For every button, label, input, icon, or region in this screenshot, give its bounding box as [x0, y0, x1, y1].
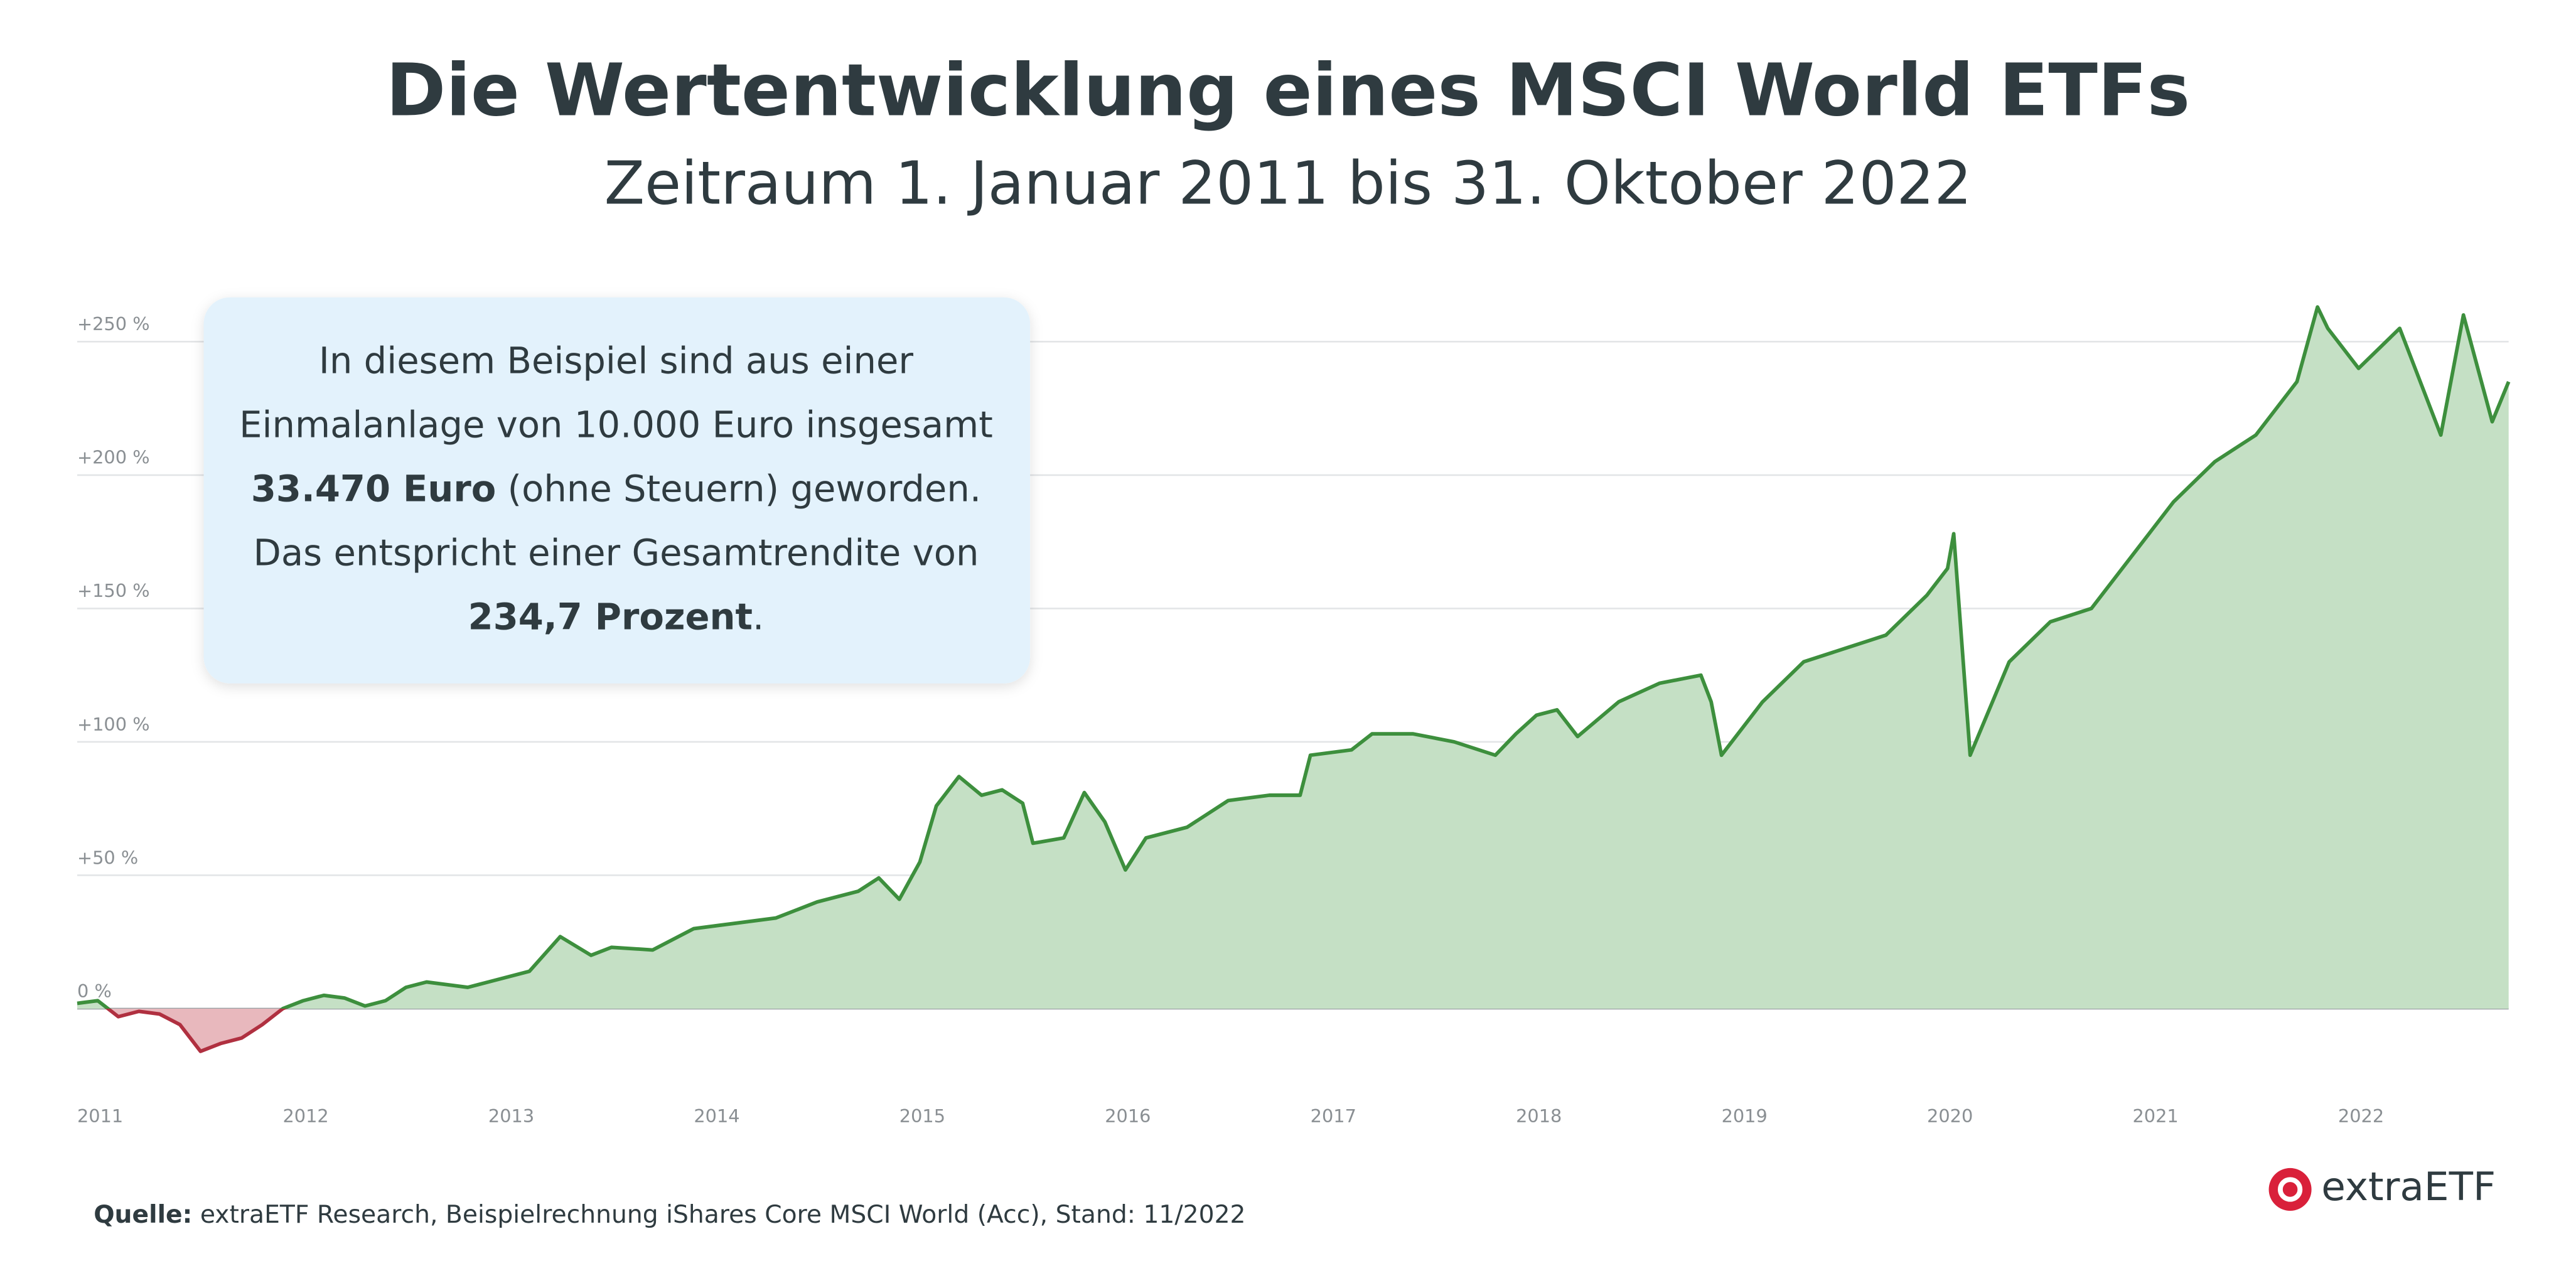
x-tick-label: 2013: [488, 1105, 534, 1127]
callout-line: 33.470 Euro (ohne Steuern) geworden.: [251, 468, 981, 510]
x-tick-label: 2018: [1516, 1105, 1562, 1127]
area: [77, 307, 2509, 1051]
callout-text: Einmalanlage von 10.000 Euro insgesamt: [239, 404, 993, 446]
y-tick-label: 0 %: [77, 980, 112, 1002]
callout-text: 33.470 Euro: [251, 468, 496, 510]
source: Quelle: extraETF Research, Beispielrechn…: [94, 1200, 1245, 1228]
callout-text: In diesem Beispiel sind aus einer: [319, 340, 913, 382]
logo-icon: [2268, 1167, 2312, 1211]
callout-text: Das entspricht einer Gesamtrendite von: [254, 532, 979, 574]
x-tick-label: 2017: [1311, 1105, 1356, 1127]
callout-text: (ohne Steuern) geworden.: [496, 468, 981, 510]
callout-text: .: [753, 596, 764, 638]
callout-line: In diesem Beispiel sind aus einer: [319, 340, 913, 382]
x-tick-label: 2016: [1105, 1105, 1151, 1127]
plot-area: 0 % +50 % +100 % +150 % +200 % +250 % 2011 2012…: [77, 305, 2511, 1127]
line: [77, 305, 2511, 1053]
y-tick-label: +50 %: [77, 847, 138, 868]
x-tick-label: 2014: [694, 1105, 739, 1127]
callout-line: 234,7 Prozent.: [468, 596, 765, 638]
logo-text: extraETF: [2321, 1164, 2496, 1210]
callout-line: Das entspricht einer Gesamtrendite von: [254, 532, 979, 574]
callout: In diesem Beispiel sind aus einer Einmala…: [239, 340, 993, 638]
y-tick-label: +150 %: [77, 580, 150, 601]
x-tick-label: 2012: [282, 1105, 328, 1127]
callout-box: [203, 297, 1031, 684]
logo-icon-inner: [2277, 1177, 2303, 1202]
source-text: extraETF Research, Beispielrechnung iSha…: [192, 1200, 1245, 1228]
y-tick-label: +250 %: [77, 313, 150, 335]
chart-title: Die Wertentwicklung eines MSCI World ETF…: [386, 49, 2190, 133]
x-tick-label: 2021: [2132, 1105, 2178, 1127]
logo: extraETF: [2268, 1164, 2496, 1211]
x-tick-label: 2020: [1927, 1105, 1973, 1127]
y-tick-label: +100 %: [77, 714, 150, 735]
x-tick-label: 2011: [77, 1105, 123, 1127]
x-tick-label: 2022: [2338, 1105, 2384, 1127]
y-tick-label: +200 %: [77, 447, 150, 468]
x-tick-label: 2015: [899, 1105, 945, 1127]
callout-line: Einmalanlage von 10.000 Euro insgesamt: [239, 404, 993, 446]
chart-subtitle: Zeitraum 1. Januar 2011 bis 31. Oktober …: [604, 149, 1972, 218]
source-label: Quelle:: [94, 1200, 192, 1228]
x-tick-label: 2019: [1722, 1105, 1768, 1127]
callout-text: 234,7 Prozent: [468, 596, 753, 638]
